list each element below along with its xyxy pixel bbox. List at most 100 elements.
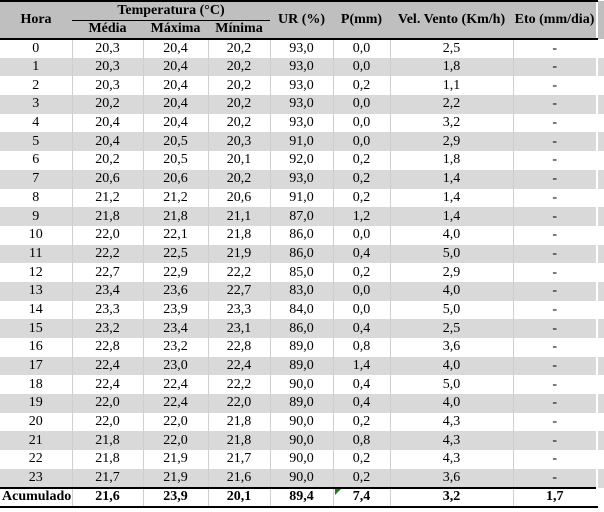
- cell-minima[interactable]: 22,7: [208, 281, 271, 301]
- cell-media[interactable]: 20,2: [72, 95, 144, 114]
- cell-ur[interactable]: 93,0: [270, 95, 334, 114]
- cell-vel-vento[interactable]: 2,9: [390, 132, 514, 152]
- cell-media[interactable]: 23,2: [72, 319, 144, 338]
- cell-vel-vento[interactable]: 5,0: [390, 375, 514, 395]
- cell-maxima[interactable]: 22,0: [143, 412, 209, 432]
- cell-maxima[interactable]: 20,4: [143, 95, 209, 114]
- cell-hora[interactable]: 6: [0, 151, 73, 170]
- cell-maxima[interactable]: 22,1: [143, 225, 209, 245]
- cell-vel-acumulado[interactable]: 3,2: [390, 486, 514, 508]
- cell-eto[interactable]: -: [513, 468, 598, 488]
- cell-maxima[interactable]: 21,9: [143, 450, 209, 469]
- cell-hora[interactable]: 15: [0, 319, 73, 338]
- col-header-eto[interactable]: Eto (mm/dia): [513, 0, 597, 40]
- col-header-temperatura-group[interactable]: Temperatura (°C): [72, 0, 270, 21]
- cell-media[interactable]: 20,3: [72, 39, 144, 58]
- cell-vel-vento[interactable]: 4,0: [390, 225, 514, 245]
- cell-media[interactable]: 20,3: [72, 76, 144, 96]
- cell-minima[interactable]: 20,2: [208, 169, 271, 189]
- cell-minima[interactable]: 23,3: [208, 300, 271, 320]
- cell-vel-vento[interactable]: 4,0: [390, 356, 514, 376]
- cell-vel-vento[interactable]: 5,0: [390, 300, 514, 320]
- cell-maxima[interactable]: 20,4: [143, 57, 209, 77]
- cell-media[interactable]: 22,8: [72, 338, 144, 357]
- cell-ur[interactable]: 84,0: [270, 300, 334, 320]
- cell-hora[interactable]: 7: [0, 169, 73, 189]
- cell-eto[interactable]: -: [513, 431, 598, 451]
- cell-vel-vento[interactable]: 4,3: [390, 412, 514, 432]
- cell-hora[interactable]: 11: [0, 244, 73, 264]
- cell-eto[interactable]: -: [513, 244, 598, 264]
- col-header-minima[interactable]: Mínima: [208, 20, 270, 40]
- cell-minima[interactable]: 22,2: [208, 375, 271, 395]
- cell-eto[interactable]: -: [513, 450, 598, 469]
- cell-media[interactable]: 22,4: [72, 375, 144, 395]
- cell-minima[interactable]: 20,3: [208, 132, 271, 152]
- cell-hora[interactable]: 0: [0, 39, 73, 58]
- cell-p[interactable]: 0,4: [333, 319, 391, 338]
- cell-minima[interactable]: 20,2: [208, 39, 271, 58]
- cell-minima-acumulado[interactable]: 20,1: [208, 486, 271, 508]
- cell-ur[interactable]: 93,0: [270, 39, 334, 58]
- cell-minima[interactable]: 21,6: [208, 468, 271, 488]
- cell-minima[interactable]: 20,2: [208, 95, 271, 114]
- cell-hora[interactable]: 20: [0, 412, 73, 432]
- cell-hora[interactable]: 2: [0, 76, 73, 96]
- cell-minima[interactable]: 22,4: [208, 356, 271, 376]
- cell-media[interactable]: 22,7: [72, 263, 144, 282]
- cell-eto[interactable]: -: [513, 412, 598, 432]
- cell-maxima[interactable]: 20,4: [143, 39, 209, 58]
- cell-eto[interactable]: -: [513, 39, 598, 58]
- cell-maxima-acumulado[interactable]: 23,9: [143, 486, 209, 508]
- cell-minima[interactable]: 21,7: [208, 450, 271, 469]
- cell-minima[interactable]: 20,2: [208, 76, 271, 96]
- cell-hora[interactable]: 5: [0, 132, 73, 152]
- cell-eto[interactable]: -: [513, 132, 598, 152]
- cell-vel-vento[interactable]: 2,5: [390, 319, 514, 338]
- cell-eto[interactable]: -: [513, 375, 598, 395]
- cell-media[interactable]: 21,8: [72, 207, 144, 226]
- cell-hora[interactable]: 1: [0, 57, 73, 77]
- cell-ur[interactable]: 91,0: [270, 132, 334, 152]
- cell-vel-vento[interactable]: 1,4: [390, 207, 514, 226]
- cell-eto[interactable]: -: [513, 95, 598, 114]
- cell-maxima[interactable]: 23,4: [143, 319, 209, 338]
- cell-ur[interactable]: 93,0: [270, 169, 334, 189]
- cell-p[interactable]: 0,2: [333, 76, 391, 96]
- cell-vel-vento[interactable]: 2,5: [390, 39, 514, 58]
- cell-maxima[interactable]: 21,9: [143, 468, 209, 488]
- cell-maxima[interactable]: 21,2: [143, 188, 209, 208]
- cell-maxima[interactable]: 23,2: [143, 338, 209, 357]
- cell-maxima[interactable]: 20,6: [143, 169, 209, 189]
- cell-media[interactable]: 23,3: [72, 300, 144, 320]
- cell-ur[interactable]: 89,0: [270, 394, 334, 413]
- cell-ur[interactable]: 86,0: [270, 244, 334, 264]
- cell-eto[interactable]: -: [513, 394, 598, 413]
- cell-hora[interactable]: 10: [0, 225, 73, 245]
- cell-ur[interactable]: 90,0: [270, 412, 334, 432]
- cell-vel-vento[interactable]: 4,0: [390, 394, 514, 413]
- cell-p-acumulado[interactable]: 7,4: [333, 486, 391, 508]
- cell-vel-vento[interactable]: 4,3: [390, 431, 514, 451]
- cell-p[interactable]: 0,4: [333, 244, 391, 264]
- cell-hora[interactable]: 13: [0, 281, 73, 301]
- cell-minima[interactable]: 20,2: [208, 113, 271, 133]
- col-header-p[interactable]: P(mm): [333, 0, 390, 40]
- cell-media[interactable]: 22,2: [72, 244, 144, 264]
- cell-hora[interactable]: 3: [0, 95, 73, 114]
- cell-media-acumulado[interactable]: 21,6: [72, 486, 144, 508]
- cell-ur[interactable]: 87,0: [270, 207, 334, 226]
- cell-vel-vento[interactable]: 1,8: [390, 151, 514, 170]
- cell-p[interactable]: 0,2: [333, 450, 391, 469]
- cell-media[interactable]: 20,4: [72, 132, 144, 152]
- cell-p[interactable]: 0,2: [333, 263, 391, 282]
- cell-hora[interactable]: 18: [0, 375, 73, 395]
- cell-p[interactable]: 0,8: [333, 431, 391, 451]
- cell-hora[interactable]: 17: [0, 356, 73, 376]
- cell-eto[interactable]: -: [513, 319, 598, 338]
- cell-hora[interactable]: 16: [0, 338, 73, 357]
- cell-maxima[interactable]: 22,9: [143, 263, 209, 282]
- cell-media[interactable]: 20,2: [72, 151, 144, 170]
- cell-p[interactable]: 0,0: [333, 281, 391, 301]
- cell-ur[interactable]: 90,0: [270, 450, 334, 469]
